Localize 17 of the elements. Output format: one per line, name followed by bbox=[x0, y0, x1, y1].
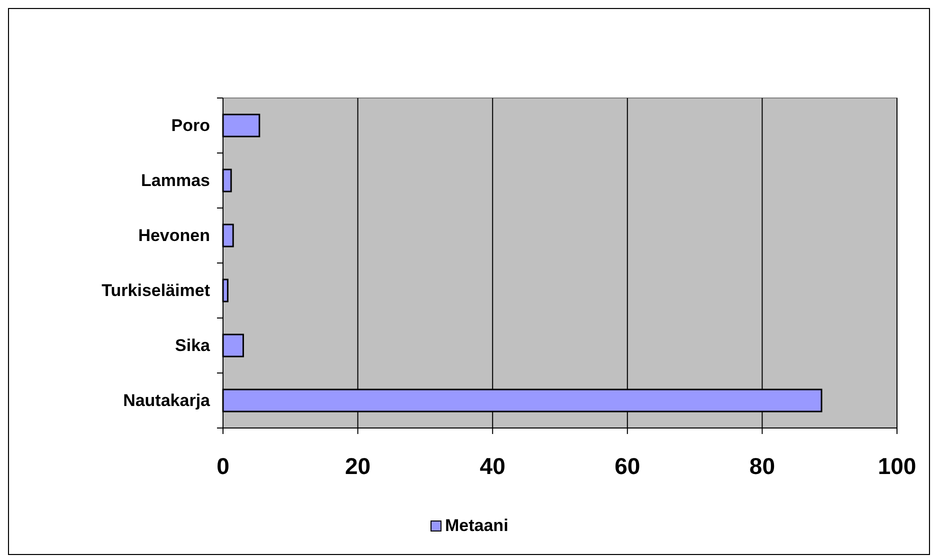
y-tick-label: Hevonen bbox=[138, 226, 210, 245]
bar bbox=[222, 334, 244, 358]
bar bbox=[222, 224, 234, 248]
legend-label: Metaani bbox=[445, 516, 508, 535]
x-tick-label: 0 bbox=[216, 452, 230, 479]
x-tick-label: 40 bbox=[480, 452, 506, 479]
y-tick-label: Nautakarja bbox=[123, 390, 211, 410]
y-tick-label: Poro bbox=[171, 116, 210, 135]
x-tick-label: 20 bbox=[345, 452, 371, 479]
bar bbox=[222, 114, 260, 138]
x-tick-label: 100 bbox=[878, 452, 916, 479]
y-tick-label: Lammas bbox=[141, 170, 210, 190]
x-tick-label: 60 bbox=[614, 452, 640, 479]
y-tick-label: Sika bbox=[175, 336, 211, 355]
x-tick-label: 80 bbox=[749, 452, 775, 479]
bar bbox=[222, 168, 232, 192]
y-tick-label: Turkiseläimet bbox=[102, 280, 210, 300]
